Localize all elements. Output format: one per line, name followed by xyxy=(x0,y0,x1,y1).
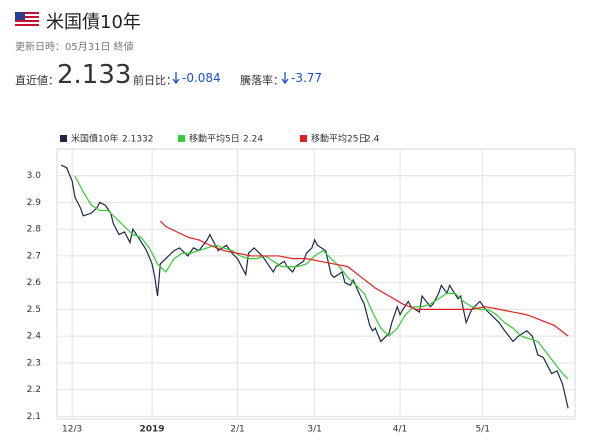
x-tick-label: 2/1 xyxy=(230,425,244,435)
last-label: 直近値： xyxy=(15,74,59,87)
y-tick-label: 2.6 xyxy=(27,278,42,288)
rate-value: -3.77 xyxy=(291,71,323,85)
x-tick-label: 3/1 xyxy=(307,425,321,435)
series-line xyxy=(60,164,569,409)
down-arrow xyxy=(281,72,289,84)
y-tick-label: 2.3 xyxy=(27,358,41,368)
legend-label: 移動平均25日 xyxy=(311,133,367,145)
x-tick-label: 2019 xyxy=(140,425,165,435)
x-tick-label: 5/1 xyxy=(475,425,489,435)
y-tick-label: 3.0 xyxy=(27,171,42,181)
legend-swatch xyxy=(60,135,67,142)
legend-value: 2.1332 xyxy=(122,135,154,145)
flag-icon xyxy=(15,12,39,27)
legend-label: 米国債10年 xyxy=(71,133,118,145)
y-tick-label: 2.1 xyxy=(27,412,41,422)
updated-time: 更新日時：05月31日 終値 xyxy=(15,42,134,53)
rate-label: 騰落率： xyxy=(240,74,284,87)
series-line xyxy=(159,220,569,337)
change-value: -0.084 xyxy=(182,71,221,85)
title: 米国債10年 xyxy=(46,12,141,33)
y-tick-label: 2.7 xyxy=(27,251,41,261)
legend-swatch xyxy=(300,135,307,142)
legend-value: 2.4 xyxy=(365,135,380,145)
legend-label: 移動平均5日 xyxy=(189,133,240,145)
y-tick-label: 2.4 xyxy=(27,332,42,342)
y-tick-label: 2.9 xyxy=(27,198,42,208)
legend-swatch xyxy=(178,135,185,142)
plot-frame xyxy=(56,148,576,420)
change-label: 前日比： xyxy=(133,74,177,87)
last-value: 2.133 xyxy=(57,60,132,90)
y-tick-label: 2.2 xyxy=(27,385,41,395)
y-tick-label: 2.8 xyxy=(27,225,42,235)
series-line xyxy=(74,175,569,380)
x-tick-label: 4/1 xyxy=(393,425,407,435)
x-tick-label: 12/3 xyxy=(62,425,82,435)
down-arrow xyxy=(172,72,180,84)
y-tick-label: 2.5 xyxy=(27,305,41,315)
legend-value: 2.24 xyxy=(243,135,263,145)
